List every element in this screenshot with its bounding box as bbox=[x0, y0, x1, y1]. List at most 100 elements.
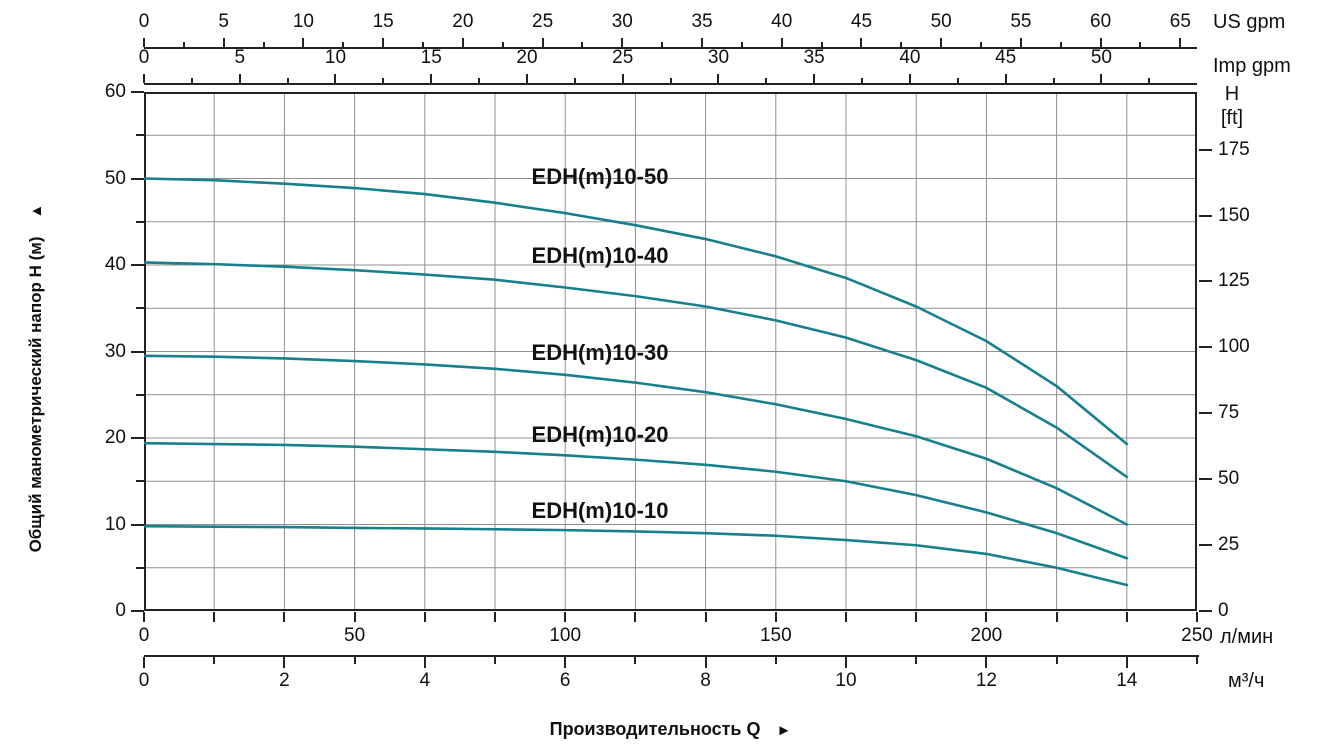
left-axis-tick-label: 60 bbox=[104, 81, 126, 102]
imp_gpm-axis-line bbox=[144, 83, 1197, 85]
m3h-tick bbox=[143, 657, 145, 668]
l-min-tick-label: 50 bbox=[344, 625, 366, 646]
us_gpm-tick bbox=[860, 38, 863, 47]
curve-label: EDH(m)10-40 bbox=[531, 243, 669, 268]
m3h-tick-label: 12 bbox=[975, 670, 997, 691]
l-min-tick bbox=[1125, 612, 1128, 622]
left-axis-tick-label: 20 bbox=[104, 427, 126, 448]
m3h-tick bbox=[1125, 657, 1128, 668]
us_gpm-tick-label: 5 bbox=[218, 11, 229, 32]
l-min-tick bbox=[845, 612, 847, 622]
right-axis-tick bbox=[1199, 412, 1212, 415]
l-min-tick-label: 0 bbox=[138, 625, 150, 646]
us_gpm-minor-tick bbox=[581, 42, 584, 47]
imp_gpm-tick-label: 40 bbox=[899, 47, 921, 68]
left-axis-tick-label: 40 bbox=[104, 254, 126, 275]
l-min-tick bbox=[283, 612, 286, 622]
us_gpm-tick-label: 25 bbox=[532, 11, 554, 32]
l-min-tick bbox=[353, 612, 356, 622]
x-axis-title: Производительность Q ► bbox=[144, 719, 1197, 740]
us_gpm-tick bbox=[461, 38, 464, 47]
us_gpm-tick bbox=[222, 38, 225, 47]
up-arrow-icon: ▲ bbox=[28, 203, 45, 219]
left-axis-tick bbox=[131, 177, 144, 180]
right-axis-tick-label: 175 bbox=[1218, 138, 1250, 160]
left-axis-minor-tick bbox=[136, 220, 144, 223]
m3h-tick-label: 10 bbox=[835, 670, 857, 691]
m3h-tick bbox=[564, 657, 567, 668]
m3h-tick bbox=[845, 657, 847, 668]
right-axis-title-ft: [ft] bbox=[1220, 107, 1244, 129]
l-min-tick bbox=[915, 612, 918, 622]
imp_gpm-minor-tick bbox=[286, 78, 289, 83]
m3h-tick-label: 6 bbox=[559, 670, 571, 691]
l-min-tick bbox=[985, 612, 988, 622]
curve-label: EDH(m)10-20 bbox=[531, 422, 669, 447]
us_gpm-tick bbox=[143, 38, 145, 47]
imp_gpm-minor-tick bbox=[1052, 78, 1055, 83]
left-axis-tick bbox=[131, 523, 144, 526]
us_gpm-tick-label: 55 bbox=[1010, 11, 1032, 32]
right-axis-tick bbox=[1199, 214, 1212, 217]
left-axis-title: Общий манометрический напор H (м) ▲ bbox=[22, 108, 50, 648]
us_gpm-tick-label: 60 bbox=[1090, 11, 1112, 32]
l-min-tick bbox=[704, 612, 707, 622]
us_gpm-minor-tick bbox=[501, 42, 504, 47]
imp_gpm-minor-tick bbox=[1148, 78, 1151, 83]
us_gpm-tick bbox=[541, 38, 544, 47]
pump-curve-edh-m-10-50 bbox=[144, 177, 1129, 446]
imp_gpm-tick-label: 35 bbox=[803, 47, 825, 68]
us_gpm-tick-label: 45 bbox=[850, 11, 873, 32]
us_gpm-axis-line bbox=[144, 47, 1197, 49]
l-min-tick bbox=[774, 612, 777, 622]
us_gpm-minor-tick bbox=[182, 42, 185, 47]
us_gpm-minor-tick bbox=[1059, 42, 1062, 47]
right-axis-tick-label: 125 bbox=[1218, 270, 1250, 292]
imp_gpm-tick-label: 50 bbox=[1090, 47, 1112, 68]
right-axis-tick-label: 100 bbox=[1218, 336, 1250, 358]
pump-curve-edh-m-10-40 bbox=[144, 261, 1129, 479]
imp_gpm-tick-label: 45 bbox=[995, 47, 1017, 68]
m3h-minor-tick bbox=[774, 657, 777, 664]
us_gpm-minor-tick bbox=[820, 42, 823, 47]
m3h-minor-tick bbox=[213, 657, 216, 664]
l-min-tick bbox=[634, 612, 637, 622]
imp_gpm-tick bbox=[813, 74, 816, 83]
m3h-minor-tick bbox=[353, 657, 356, 664]
us_gpm-tick-label: 20 bbox=[452, 11, 474, 32]
l-min-tick bbox=[1196, 612, 1198, 622]
pump-curve-edh-m-10-20 bbox=[144, 441, 1129, 560]
left-axis-tick bbox=[131, 437, 144, 439]
right-axis-tick-label: 25 bbox=[1218, 534, 1240, 556]
m3h-minor-tick bbox=[634, 657, 637, 664]
us_gpm-tick-label: 40 bbox=[771, 11, 793, 32]
imp_gpm-tick-label: 15 bbox=[420, 47, 442, 68]
l-min-tick-label: 200 bbox=[970, 625, 1003, 646]
us_gpm-tick-label: 0 bbox=[138, 11, 150, 32]
imp_gpm-tick bbox=[143, 74, 145, 83]
imp_gpm-tick-label: 5 bbox=[234, 47, 246, 68]
left-axis-tick bbox=[131, 610, 144, 612]
us_gpm-minor-tick bbox=[900, 42, 903, 47]
m3h-tick-label: 14 bbox=[1116, 670, 1138, 691]
l-min-tick-label: 100 bbox=[549, 625, 582, 646]
imp_gpm-minor-tick bbox=[765, 78, 768, 83]
right-arrow-icon: ► bbox=[776, 722, 792, 739]
right-axis-title-h: H bbox=[1224, 83, 1240, 105]
us_gpm-tick bbox=[940, 38, 943, 47]
imp_gpm-tick bbox=[908, 74, 911, 83]
left-axis-tick-label: 50 bbox=[104, 167, 126, 189]
left-axis-tick bbox=[131, 91, 144, 93]
imp_gpm-tick bbox=[1100, 74, 1103, 83]
imp_gpm-tick-label: 25 bbox=[612, 47, 634, 68]
imp_gpm-minor-tick bbox=[861, 78, 864, 83]
m3h-tick-label: 0 bbox=[138, 670, 150, 691]
m3h-unit-label: м³/ч bbox=[1228, 670, 1265, 692]
m3h-minor-tick bbox=[915, 657, 918, 664]
l-min-tick bbox=[564, 612, 567, 622]
us_gpm-minor-tick bbox=[1139, 42, 1142, 47]
us_gpm-tick bbox=[621, 38, 624, 47]
imp_gpm-tick-label: 10 bbox=[324, 47, 347, 68]
left-axis-minor-tick bbox=[136, 307, 144, 310]
imp_gpm-minor-tick bbox=[478, 78, 481, 83]
